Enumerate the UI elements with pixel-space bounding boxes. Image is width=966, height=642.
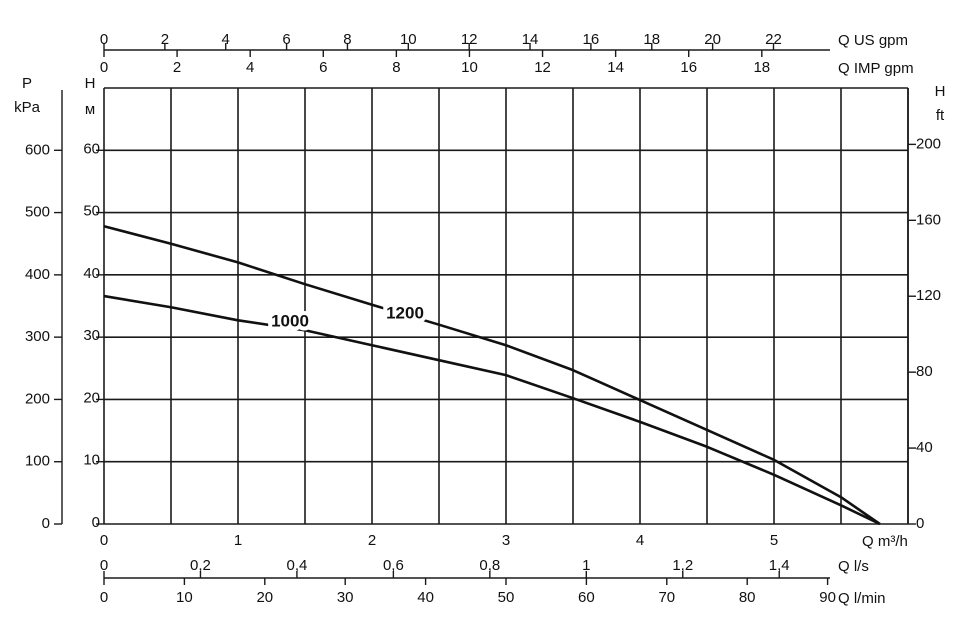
secondary-tick-label: 50 (498, 589, 515, 606)
y-tick-label: 0 (92, 514, 100, 531)
curve-label: 1000 (271, 311, 309, 330)
secondary-tick-label: 6 (319, 59, 327, 76)
pressure-axis-unit: kPa (14, 99, 41, 116)
secondary-axis-label: Q IMP gpm (838, 60, 914, 77)
feet-tick-label: 160 (916, 211, 941, 228)
pressure-tick-label: 300 (25, 328, 50, 345)
x-tick-label: 2 (368, 532, 376, 549)
feet-tick-label: 120 (916, 287, 941, 304)
secondary-tick-label: 10 (400, 31, 417, 48)
secondary-tick-label: 16 (680, 59, 697, 76)
secondary-tick-label: 16 (583, 31, 600, 48)
secondary-tick-label: 1,2 (672, 557, 693, 574)
curve (103, 294, 881, 526)
pressure-tick-label: 100 (25, 453, 50, 470)
secondary-tick-label: 18 (643, 31, 660, 48)
secondary-tick-label: 90 (819, 589, 836, 606)
secondary-tick-label: 0,2 (190, 557, 211, 574)
secondary-tick-label: 30 (337, 589, 354, 606)
feet-tick-label: 40 (916, 439, 933, 456)
secondary-tick-label: 0 (100, 557, 108, 574)
secondary-tick-label: 0 (100, 31, 108, 48)
secondary-tick-label: 1 (582, 557, 590, 574)
secondary-tick-label: 10 (176, 589, 193, 606)
y-tick-label: 30 (83, 327, 100, 344)
x-tick-label: 5 (770, 532, 778, 549)
secondary-tick-label: 1,4 (769, 557, 790, 574)
secondary-tick-label: 0,4 (286, 557, 307, 574)
secondary-tick-label: 0 (100, 59, 108, 76)
secondary-tick-label: 8 (392, 59, 400, 76)
x-tick-label: 0 (100, 532, 108, 549)
secondary-tick-label: 0,6 (383, 557, 404, 574)
pressure-tick-label: 0 (42, 515, 50, 532)
feet-tick-label: 0 (916, 515, 924, 532)
y-tick-label: 10 (83, 452, 100, 469)
x-axis-label: Q m³/h (862, 533, 908, 550)
pressure-tick-label: 600 (25, 141, 50, 158)
secondary-tick-label: 22 (765, 31, 782, 48)
secondary-tick-label: 0 (100, 589, 108, 606)
secondary-tick-label: 10 (461, 59, 478, 76)
secondary-tick-label: 20 (704, 31, 721, 48)
secondary-tick-label: 12 (461, 31, 478, 48)
secondary-axis-label: Q US gpm (838, 32, 908, 49)
x-tick-label: 1 (234, 532, 242, 549)
pressure-tick-label: 200 (25, 390, 50, 407)
curve (103, 225, 881, 526)
secondary-tick-label: 14 (607, 59, 624, 76)
x-tick-label: 4 (636, 532, 644, 549)
y-tick-label: 40 (83, 265, 100, 282)
secondary-tick-label: 40 (417, 589, 434, 606)
secondary-tick-label: 0,8 (479, 557, 500, 574)
secondary-tick-label: 4 (246, 59, 254, 76)
secondary-tick-label: 80 (739, 589, 756, 606)
secondary-tick-label: 4 (222, 31, 230, 48)
secondary-tick-label: 6 (282, 31, 290, 48)
secondary-tick-label: 18 (753, 59, 770, 76)
secondary-tick-label: 8 (343, 31, 351, 48)
y-tick-label: 50 (83, 203, 100, 220)
secondary-tick-label: 12 (534, 59, 551, 76)
feet-axis-label: H (935, 83, 946, 100)
pressure-tick-label: 400 (25, 266, 50, 283)
secondary-tick-label: 20 (256, 589, 273, 606)
y-axis-unit: м (85, 101, 95, 118)
y-tick-label: 20 (83, 389, 100, 406)
secondary-axis-label: Q l/min (838, 590, 886, 607)
secondary-axis-label: Q l/s (838, 558, 869, 575)
pressure-axis-label: P (22, 75, 32, 92)
secondary-tick-label: 70 (658, 589, 675, 606)
feet-tick-label: 80 (916, 363, 933, 380)
secondary-tick-label: 2 (161, 31, 169, 48)
secondary-tick-label: 2 (173, 59, 181, 76)
curve-label: 1200 (386, 303, 424, 322)
secondary-tick-label: 14 (522, 31, 539, 48)
pressure-tick-label: 500 (25, 204, 50, 221)
y-axis-label: H (85, 75, 96, 92)
y-tick-label: 60 (83, 140, 100, 157)
x-tick-label: 3 (502, 532, 510, 549)
secondary-tick-label: 60 (578, 589, 595, 606)
feet-axis-unit: ft (936, 107, 945, 124)
feet-tick-label: 200 (916, 135, 941, 152)
